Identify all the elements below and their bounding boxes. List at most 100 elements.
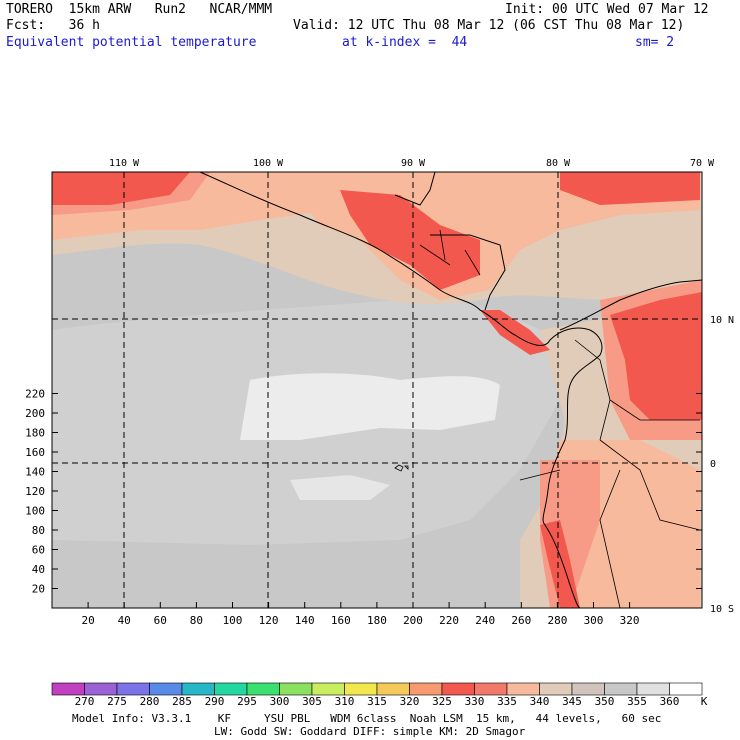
red-north-edge [560,172,700,205]
pacific-coastline [199,172,603,608]
color-bar-swatch [51,682,85,696]
field-name: Equivalent potential temperature [6,35,257,50]
x-tick-label: 20 [81,614,94,627]
caribbean-coast [430,234,506,311]
longitude-label: 80 W [546,158,571,169]
x-tick-label: 60 [154,614,167,627]
red-central-america [340,190,480,290]
color-bar-unit: K [701,695,708,708]
x-axis: 20 40 60 80 100 120 140 160 180 200 220 240 260 280 30… [81,602,640,627]
colombia-north-coast [559,279,702,331]
color-bar-label: 330 [465,695,485,708]
y-tick-label: 140 [25,466,45,479]
color-bar-label: 290 [205,695,225,708]
y-tick-label: 180 [25,427,45,440]
y-tick-label: 40 [32,563,45,576]
y-tick-label: 200 [25,407,45,420]
level-label: at k-index = 44 [342,35,468,50]
x-tick-label: 320 [620,614,640,627]
color-bar-swatch [441,682,475,696]
color-bar-swatch [636,682,670,696]
color-bar-swatch [116,682,150,696]
color-bar-swatch [506,682,540,696]
x-tick-label: 280 [547,614,567,627]
x-tick-label: 260 [511,614,531,627]
color-bar-label: 310 [335,695,355,708]
x-tick-label: 40 [118,614,131,627]
model-title: TORERO 15km ARW Run2 NCAR/MMM [6,2,273,17]
x-tick-label: 240 [475,614,495,627]
color-bar-swatch [311,682,345,696]
x-tick-label: 140 [295,614,315,627]
color-bar-swatch [149,682,183,696]
map-field [52,172,702,608]
color-bar-label: 355 [627,695,647,708]
galapagos-islands [394,464,409,472]
color-bar-label: 295 [237,695,257,708]
y-tick-label: 100 [25,505,45,518]
color-bar-label: 280 [140,695,160,708]
white-patch-south [290,475,390,500]
y-tick-label: 120 [25,485,45,498]
color-bar-label: 285 [172,695,192,708]
latitude-label: 10 N [710,315,734,326]
color-bar-swatch [376,682,410,696]
color-bar-label: 275 [107,695,127,708]
longitude-label: 110 W [109,158,140,169]
red-colombia [610,292,702,420]
color-bar-label: 345 [562,695,582,708]
color-bar-swatch [246,682,280,696]
color-bar-label: 270 [75,695,95,708]
yucatan-coast [394,172,436,206]
color-bar-label: 305 [302,695,322,708]
color-bar-label: 325 [432,695,452,708]
color-bar-swatch [344,682,378,696]
color-bar-swatch [84,682,118,696]
color-bar-swatch [604,682,638,696]
latitude-labels: 10 N 0 10 S [710,315,734,615]
x-tick-label: 80 [190,614,203,627]
valid-time: Valid: 12 UTC Thu 08 Mar 12 (06 CST Thu … [293,18,685,33]
x-tick-label: 200 [403,614,423,627]
color-bar-swatch [214,682,248,696]
color-bar-label: 340 [530,695,550,708]
longitude-label: 90 W [401,158,426,169]
white-patch-center [240,373,500,440]
color-bar: 270 275 280 285 290 295 300 305 310 315 320 325 330 3… [51,682,708,708]
y-tick-label: 80 [32,524,45,537]
country-borders [419,229,701,608]
color-bar-swatch [571,682,605,696]
longitude-labels: 110 W 100 W 90 W 80 W 70 W [109,158,715,169]
latitude-label: 0 [710,459,716,470]
color-bar-label: 300 [270,695,290,708]
latitude-label: 10 S [710,604,734,615]
color-bar-swatch [181,682,215,696]
color-bar-swatch [409,682,443,696]
model-info-line2: LW: Godd SW: Goddard DIFF: simple KM: 2D… [214,725,526,738]
smoothing-label: sm= 2 [635,35,675,50]
longitude-label: 70 W [690,158,715,169]
color-bar-swatch [669,682,703,696]
forecast-hour: Fcst: 36 h [6,18,100,33]
red-northwest [52,172,190,205]
y-tick-label: 60 [32,544,45,557]
init-time: Init: 00 UTC Wed 07 Mar 12 [505,2,709,17]
color-bar-label: 320 [400,695,420,708]
color-bar-swatch [539,682,573,696]
color-bar-label: 315 [367,695,387,708]
color-bar-swatch [279,682,313,696]
x-tick-label: 100 [223,614,243,627]
x-tick-label: 180 [367,614,387,627]
y-tick-label: 20 [32,583,45,596]
y-tick-label: 160 [25,446,45,459]
color-bar-label: 350 [595,695,615,708]
color-bar-label: 335 [497,695,517,708]
y-tick-label: 220 [25,388,45,401]
lat-lon-grid [52,172,702,608]
x-tick-label: 300 [584,614,604,627]
color-bar-swatch [474,682,508,696]
x-tick-label: 160 [331,614,351,627]
x-tick-label: 120 [259,614,279,627]
color-bar-label: 360 [660,695,680,708]
